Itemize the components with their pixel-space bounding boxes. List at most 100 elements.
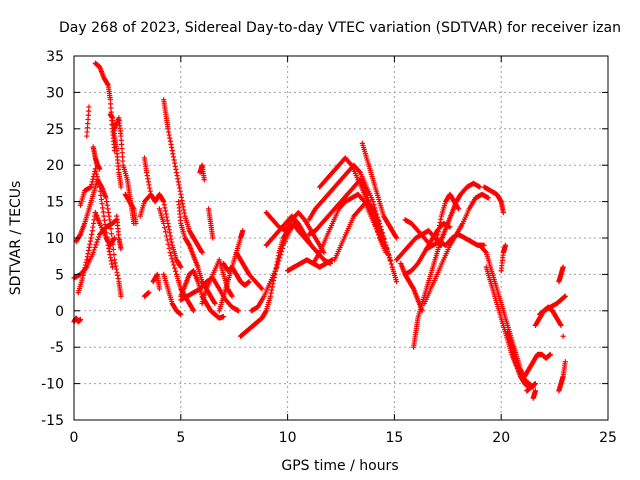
data-point xyxy=(94,239,100,245)
data-points xyxy=(71,60,568,401)
data-point xyxy=(88,235,94,241)
data-point xyxy=(146,290,152,296)
data-point xyxy=(165,223,172,230)
data-point xyxy=(562,293,568,299)
data-point xyxy=(173,169,180,176)
y-tick-label: -15 xyxy=(41,413,64,429)
data-point xyxy=(111,257,118,263)
data-point xyxy=(259,286,265,292)
data-point xyxy=(107,252,113,258)
data-point xyxy=(174,173,180,179)
data-point xyxy=(104,202,110,208)
data-point xyxy=(177,188,183,194)
data-point xyxy=(95,179,102,185)
data-point xyxy=(109,261,115,267)
data-point xyxy=(267,293,274,299)
data-point xyxy=(164,217,170,223)
data-point xyxy=(173,268,179,274)
data-point xyxy=(164,214,170,220)
data-point xyxy=(171,157,177,163)
y-tick-label: 20 xyxy=(46,158,64,174)
data-point xyxy=(89,181,95,188)
data-point xyxy=(279,245,286,251)
data-point xyxy=(115,272,121,279)
data-point xyxy=(102,221,108,228)
data-point xyxy=(92,244,98,250)
data-point xyxy=(90,220,97,227)
data-point xyxy=(228,292,235,298)
data-point xyxy=(211,299,217,306)
data-point xyxy=(105,209,112,216)
data-point xyxy=(178,194,185,201)
data-point xyxy=(497,197,504,204)
data-point xyxy=(94,174,100,180)
y-tick-label: -5 xyxy=(50,340,64,356)
data-point xyxy=(180,204,186,210)
data-point xyxy=(199,249,205,256)
data-point xyxy=(108,231,115,237)
data-point xyxy=(434,235,440,241)
data-point xyxy=(393,234,399,240)
data-point xyxy=(276,258,282,264)
y-tick-label: 15 xyxy=(46,195,64,211)
data-point xyxy=(105,206,111,212)
data-point xyxy=(100,209,106,215)
data-point xyxy=(89,231,95,237)
data-point xyxy=(108,255,114,261)
data-point xyxy=(133,220,139,227)
data-point xyxy=(169,256,175,262)
data-point xyxy=(173,166,179,172)
data-point xyxy=(97,166,103,172)
data-point xyxy=(101,213,107,219)
data-point xyxy=(384,245,390,251)
data-point xyxy=(86,247,92,254)
data-point xyxy=(91,247,97,253)
data-point xyxy=(106,248,112,255)
data-point xyxy=(383,242,389,248)
data-point xyxy=(167,230,173,236)
x-tick-label: 20 xyxy=(492,430,510,446)
data-point xyxy=(166,245,172,251)
data-point xyxy=(560,333,566,339)
data-point xyxy=(482,248,488,255)
x-tick-label: 5 xyxy=(176,430,185,446)
data-point xyxy=(274,264,280,270)
data-point xyxy=(176,182,182,188)
y-tick-label: -10 xyxy=(41,377,64,393)
data-point xyxy=(144,169,150,176)
data-point xyxy=(168,141,174,147)
y-tick-label: 25 xyxy=(46,122,64,138)
data-point xyxy=(107,217,113,223)
data-point xyxy=(172,160,178,166)
y-tick-label: 35 xyxy=(46,49,64,65)
data-point xyxy=(146,182,152,188)
data-point xyxy=(168,253,174,259)
data-point xyxy=(175,179,181,185)
data-point xyxy=(436,226,442,232)
data-point xyxy=(118,184,124,190)
data-point xyxy=(502,242,509,248)
data-point xyxy=(161,220,167,227)
data-point xyxy=(104,199,110,205)
data-point xyxy=(167,249,173,256)
data-point xyxy=(93,168,99,175)
data-point xyxy=(169,239,175,245)
data-point xyxy=(85,251,91,257)
data-point xyxy=(172,163,178,169)
data-point xyxy=(387,258,394,264)
data-point xyxy=(89,179,95,185)
data-point xyxy=(378,227,384,233)
data-point xyxy=(178,264,184,270)
data-point xyxy=(348,161,354,167)
data-point xyxy=(393,235,400,241)
data-point xyxy=(165,241,171,247)
axis-ticks: 0 5 10 15 20 25 -15 -10 -5 0 5 10 15 20 25 30 35 xyxy=(41,49,617,446)
data-point xyxy=(229,293,235,299)
data-point xyxy=(178,311,184,318)
y-axis-label: SDTVAR / TECUs xyxy=(8,181,24,296)
data-point xyxy=(161,202,167,208)
data-point xyxy=(201,177,207,183)
data-point xyxy=(455,205,461,211)
y-tick-label: 0 xyxy=(55,304,64,320)
data-point xyxy=(96,181,102,188)
